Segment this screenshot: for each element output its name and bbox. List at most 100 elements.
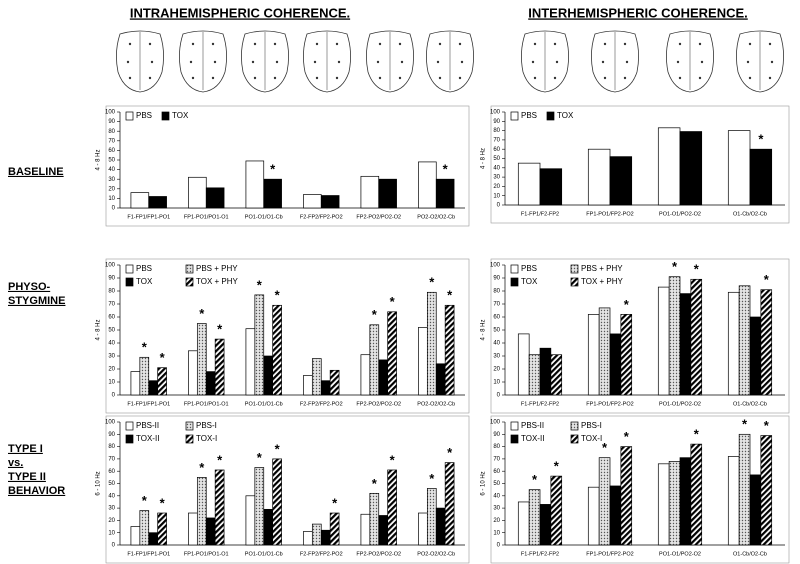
legend-swatch (125, 111, 134, 121)
legend-label: TOX-II (521, 434, 544, 443)
bar (657, 127, 681, 206)
bar (320, 195, 340, 209)
legend-swatch (510, 434, 519, 444)
bar (587, 314, 600, 396)
bar (139, 510, 150, 546)
y-tick-label: 10 (108, 196, 115, 202)
x-tick-label: O1-Cb/O2-Cb (733, 401, 767, 407)
bar (188, 350, 198, 396)
electrode (273, 42, 277, 46)
x-tick-label: F2-FP2/FP2-PO2 (300, 551, 343, 557)
bar (738, 285, 751, 396)
x-tick-label: PO2-O2/O2-Cb (417, 551, 455, 557)
electrode (378, 76, 382, 80)
bar (272, 458, 282, 546)
legend-label: TOX-II (136, 434, 159, 443)
electrode (768, 42, 772, 46)
x-tick-label: FP2-PO2/PO2-O2 (356, 401, 401, 407)
significance-star: * (447, 445, 453, 460)
y-tick-label: 50 (493, 156, 500, 162)
electrode (251, 60, 255, 64)
bar (205, 371, 216, 396)
legend-label: TOX-I (196, 434, 217, 443)
bar (444, 304, 455, 396)
legend-label: TOX (136, 277, 153, 286)
bar (369, 324, 380, 396)
significance-star: * (199, 460, 205, 475)
significance-star: * (390, 452, 396, 467)
x-tick-label: PO1-O1/O1-Cb (245, 551, 283, 557)
row-label: BASELINE (8, 166, 64, 178)
x-tick-label: FP2-PO2/PO2-O2 (356, 214, 401, 220)
head-diagram (666, 30, 714, 93)
bar (690, 443, 703, 546)
bar (387, 311, 397, 396)
row-label: PHYSO- (8, 281, 51, 293)
head-outline (366, 30, 414, 93)
bar (360, 513, 371, 546)
legend-label: TOX + PHY (581, 277, 624, 286)
legend-swatch (570, 277, 579, 287)
significance-star: * (624, 297, 630, 312)
electrode (315, 42, 319, 46)
y-tick-label: 70 (108, 138, 115, 144)
bar (517, 501, 530, 546)
bar (668, 276, 681, 396)
legend-swatch (570, 264, 579, 274)
bar (130, 192, 150, 209)
electrode (555, 60, 559, 64)
electrode (770, 60, 774, 64)
bar (303, 375, 313, 396)
bar (690, 278, 703, 396)
x-tick-label: FP1-PO1/FP2-PO2 (586, 211, 633, 217)
x-tick-label: PO2-O2/O2-Cb (417, 214, 455, 220)
y-tick-label: 100 (490, 263, 501, 269)
bar (329, 369, 340, 396)
bar (609, 485, 622, 546)
electrode (746, 60, 750, 64)
significance-star: * (532, 472, 538, 487)
head-diagram (241, 30, 289, 93)
head-outline (521, 30, 569, 93)
bar (329, 512, 340, 546)
y-tick-label: 90 (493, 119, 500, 125)
bar (245, 328, 256, 396)
bar (378, 359, 389, 396)
y-tick-label: 100 (105, 263, 116, 269)
significance-star: * (429, 471, 435, 486)
x-tick-label: FP2-PO2/PO2-O2 (356, 551, 401, 557)
y-tick-label: 60 (493, 315, 500, 321)
bar (587, 486, 600, 546)
y-tick-label: 90 (108, 432, 115, 438)
bar (157, 512, 167, 546)
bar (214, 469, 225, 546)
y-tick-label: 80 (493, 289, 500, 295)
bar (130, 371, 141, 396)
bar (727, 456, 740, 546)
head-diagram (426, 30, 474, 93)
electrode (676, 60, 680, 64)
y-tick-label: 60 (108, 148, 115, 154)
significance-star: * (372, 307, 378, 322)
significance-star: * (602, 440, 608, 455)
bar (657, 463, 670, 546)
significance-star: * (764, 418, 770, 433)
bar (598, 307, 611, 396)
y-tick-label: 50 (493, 481, 500, 487)
legend-swatch (546, 111, 555, 121)
bar (444, 462, 455, 546)
x-tick-label: PO1-O1/PO2-O2 (659, 211, 701, 217)
bar (378, 178, 397, 209)
bar (378, 515, 389, 546)
bar (387, 469, 397, 546)
bar (320, 529, 331, 546)
bar (517, 333, 530, 396)
electrode (553, 76, 557, 80)
bar (528, 354, 541, 396)
bar (609, 333, 622, 396)
y-tick-label: 40 (108, 493, 115, 499)
y-tick-label: 0 (497, 543, 501, 549)
y-tick-label: 20 (493, 184, 500, 190)
bar (679, 457, 692, 546)
significance-star: * (742, 417, 748, 432)
